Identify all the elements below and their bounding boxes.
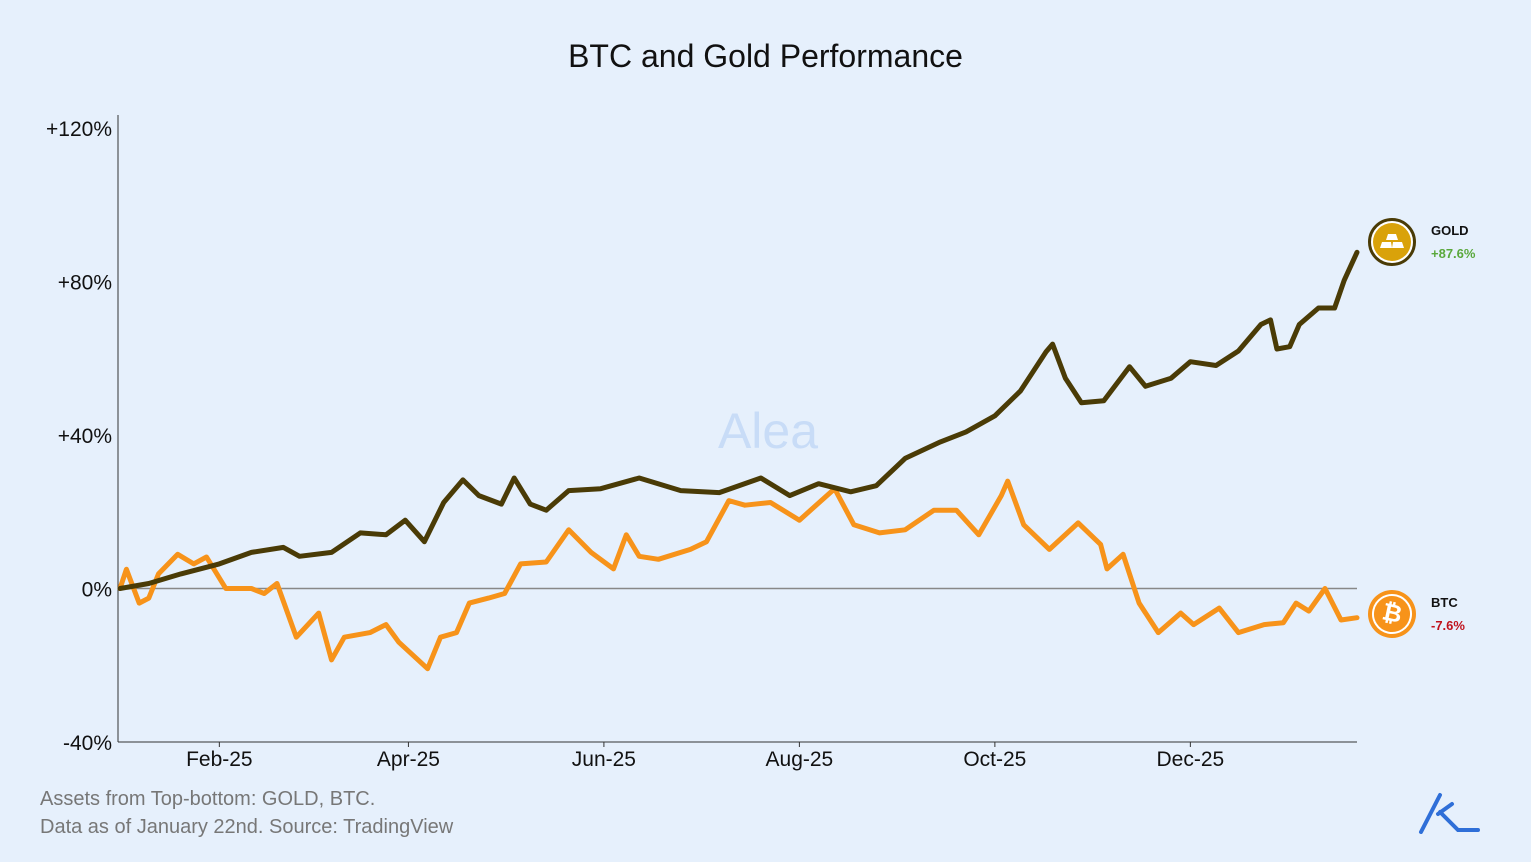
series-line-gold xyxy=(117,249,1360,591)
footnote-source: Data as of January 22nd. Source: Trading… xyxy=(40,816,454,838)
legend-gold-name: GOLD xyxy=(1431,223,1469,238)
btc-badge: ₿ xyxy=(1368,590,1416,638)
legend-btc-name: BTC xyxy=(1431,595,1458,610)
legend-gold-value: +87.6% xyxy=(1431,246,1476,261)
footnote-assets: Assets from Top-bottom: GOLD, BTC. xyxy=(40,788,376,810)
x-tick-label: Aug-25 xyxy=(766,748,834,771)
gold-bars-icon xyxy=(1373,223,1411,261)
alea-logo-icon xyxy=(1419,793,1480,834)
x-tick-label: Apr-25 xyxy=(377,748,440,771)
series-line-btc xyxy=(117,478,1360,672)
watermark: Alea xyxy=(718,403,818,459)
y-tick-label: 0% xyxy=(82,579,112,602)
x-tick-label: Jun-25 xyxy=(572,748,636,771)
y-tick-label: +80% xyxy=(58,272,112,295)
chart-title: BTC and Gold Performance xyxy=(568,38,963,74)
legend-btc-value: -7.6% xyxy=(1431,618,1465,633)
gold-badge xyxy=(1368,218,1416,266)
y-tick-label: +120% xyxy=(46,118,112,141)
x-tick-label: Oct-25 xyxy=(963,748,1026,771)
x-tick-label: Dec-25 xyxy=(1157,748,1225,771)
y-tick-label: -40% xyxy=(63,732,112,755)
x-tick-label: Feb-25 xyxy=(186,748,253,771)
y-tick-label: +40% xyxy=(58,425,112,448)
bitcoin-icon: ₿ xyxy=(1368,590,1416,638)
